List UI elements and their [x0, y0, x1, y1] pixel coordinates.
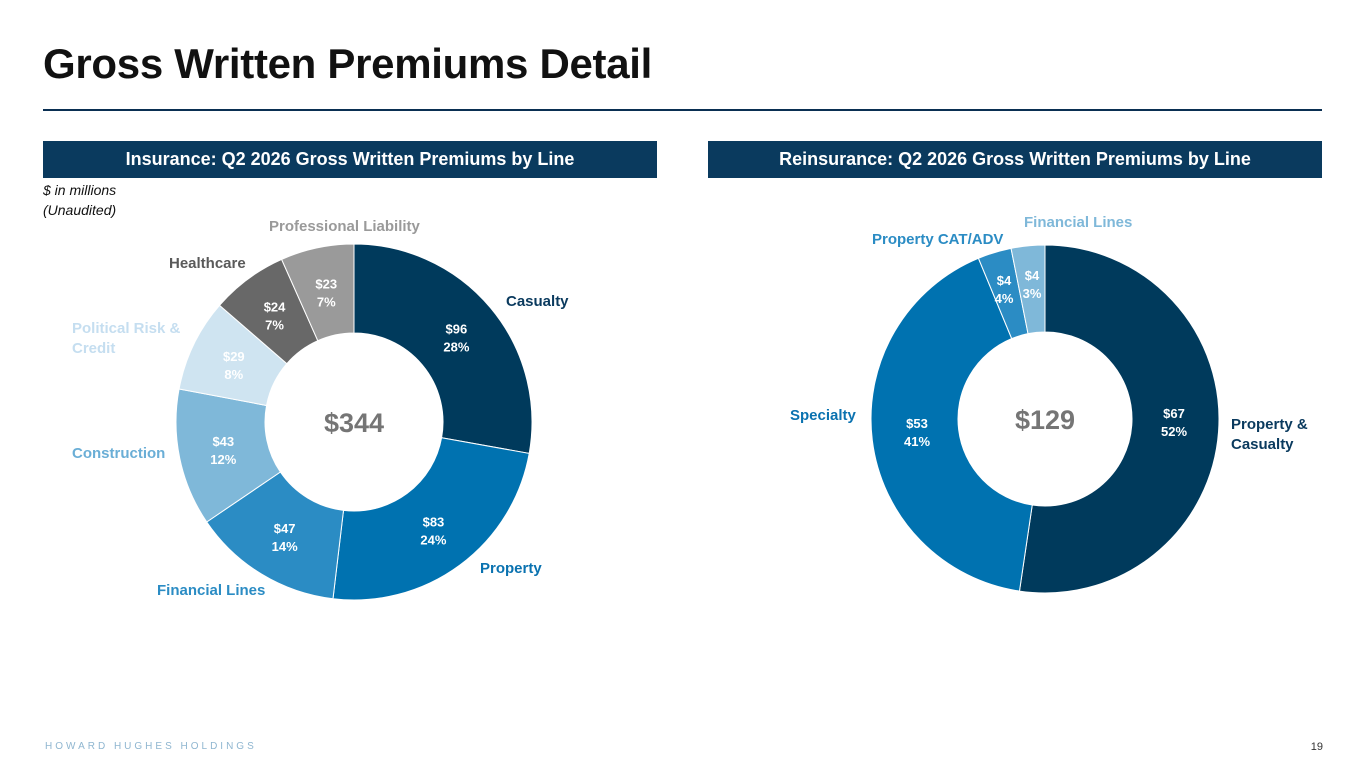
value-label-healthcare: $24 [264, 300, 286, 315]
value-label-casualty: $96 [446, 321, 468, 336]
percent-label-professional-liability: 7% [317, 294, 336, 309]
slice-property [332, 437, 530, 601]
slice-casualty [353, 243, 533, 455]
percent-label-specialty: 41% [904, 434, 930, 449]
category-label-property: Property [480, 560, 542, 577]
value-label-political-risk-credit: $29 [223, 349, 245, 364]
value-label-construction: $43 [212, 434, 234, 449]
category-label-financial-lines: Financial Lines [1024, 214, 1132, 231]
percent-label-construction: 12% [210, 452, 236, 467]
donut-charts: $96 28% Casualty $83 24% Property $47 14% Financ… [72, 214, 1308, 601]
value-label-property-cat-adv: $4 [997, 273, 1012, 288]
category-label-financial-lines: Financial Lines [157, 582, 265, 599]
percent-label-healthcare: 7% [265, 318, 284, 333]
category-label-casualty: Casualty [506, 293, 569, 310]
category-label-professional-liability: Professional Liability [269, 218, 421, 235]
percent-label-political-risk-credit: 8% [224, 367, 243, 382]
percent-label-property: 24% [420, 532, 446, 547]
page-number: 19 [1310, 741, 1323, 753]
center-total-insurance: $344 [324, 408, 384, 438]
category-label-construction: Construction [72, 445, 165, 462]
page-title: Gross Written Premiums Detail [43, 40, 653, 87]
value-label-property: $83 [423, 514, 445, 529]
reinsurance-panel-header: Reinsurance: Q2 2026 Gross Written Premi… [708, 141, 1322, 178]
units-note: $ in millions (Unaudited) [43, 180, 116, 220]
value-label-professional-liability: $23 [315, 276, 337, 291]
footer-brand: HOWARD HUGHES HOLDINGS [45, 741, 257, 752]
category-label-political-risk-credit: Political Risk & Credit [72, 320, 181, 357]
category-label-property-cat-adv: Property CAT/ADV [872, 231, 1003, 248]
percent-label-financial-lines: 14% [272, 539, 298, 554]
value-label-financial-lines: $4 [1025, 268, 1040, 283]
units-note-line: $ in millions [43, 182, 117, 198]
slice-property-casualty [1018, 244, 1220, 594]
slice-professional-liability [280, 243, 355, 342]
percent-label-casualty: 28% [443, 339, 469, 354]
slice-specialty [870, 257, 1033, 592]
title-divider [43, 109, 1322, 111]
percent-label-property-casualty: 52% [1161, 424, 1187, 439]
category-label-healthcare: Healthcare [169, 255, 246, 272]
audit-note-line: (Unaudited) [43, 202, 117, 218]
category-label-specialty: Specialty [790, 407, 857, 424]
slice-financial-lines [1010, 244, 1046, 335]
category-label-property-casualty: Property & Casualty [1231, 416, 1308, 453]
center-total-reinsurance: $129 [1015, 405, 1075, 435]
value-label-specialty: $53 [906, 416, 928, 431]
value-label-property-casualty: $67 [1163, 406, 1185, 421]
percent-label-financial-lines: 3% [1023, 286, 1042, 301]
percent-label-property-cat-adv: 4% [995, 291, 1014, 306]
value-label-financial-lines: $47 [274, 521, 296, 536]
insurance-panel-header: Insurance: Q2 2026 Gross Written Premium… [43, 141, 657, 178]
